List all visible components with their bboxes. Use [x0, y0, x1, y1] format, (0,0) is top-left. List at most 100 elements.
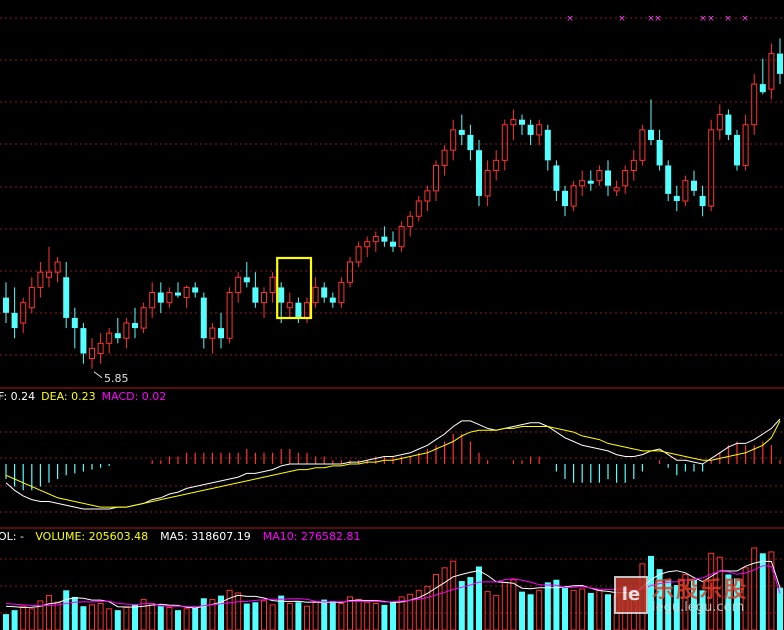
- volume-bar: [106, 608, 113, 630]
- candle-body: [415, 200, 422, 217]
- candle-body: [278, 287, 285, 303]
- candle: [157, 282, 164, 313]
- volume-bar: [734, 578, 740, 630]
- volume-bar: [699, 590, 706, 630]
- candle: [493, 150, 500, 181]
- volume-bar: [458, 581, 465, 630]
- volume-bar: [347, 596, 353, 630]
- volume-bar: [372, 603, 379, 630]
- volume-bar: [252, 602, 259, 630]
- candle-body: [519, 119, 525, 125]
- volume-bar: [476, 566, 482, 630]
- candle-body: [768, 53, 775, 90]
- volume-bar: [570, 589, 577, 630]
- candle: [304, 297, 310, 323]
- candle-body: [579, 180, 586, 187]
- candle-body: [338, 281, 345, 304]
- candle-body: [777, 53, 783, 74]
- volume-bar: [37, 600, 44, 630]
- candle: [639, 124, 646, 166]
- volume-bar: [656, 569, 663, 630]
- volume-bar: [261, 600, 267, 630]
- candle-body: [673, 195, 680, 201]
- signal-marker: ×: [647, 14, 655, 24]
- candle-body: [630, 159, 637, 171]
- dea-line: [5, 420, 781, 508]
- watermark-badge: le: [614, 576, 648, 614]
- candle: [570, 180, 577, 212]
- candle: [364, 236, 371, 257]
- candle: [476, 140, 482, 207]
- volume-bar: [562, 586, 568, 630]
- candle: [519, 114, 525, 135]
- watermark-url: legu.legu.com: [652, 600, 745, 615]
- signal-marker: ×: [654, 14, 662, 24]
- volume-bar: [11, 610, 18, 630]
- volume-bar: [200, 598, 207, 630]
- candle-body: [54, 261, 61, 273]
- macd-legend-item: F: 0.24: [0, 390, 35, 403]
- candle: [226, 287, 233, 344]
- candle-body: [527, 124, 534, 135]
- candle-body: [329, 297, 336, 303]
- signal-marker: ×: [618, 14, 626, 24]
- volume-bar: [54, 601, 61, 630]
- candle-body: [398, 225, 405, 248]
- candle: [381, 226, 388, 247]
- candle-body: [46, 271, 52, 278]
- candle-body: [596, 170, 603, 182]
- candle: [20, 297, 27, 334]
- volume-bar: [80, 606, 87, 630]
- candle-body: [450, 129, 457, 151]
- candle: [71, 307, 78, 349]
- volume-bar: [527, 594, 534, 630]
- volume-bar: [587, 592, 594, 630]
- candle-body: [63, 277, 70, 318]
- candle: [286, 292, 293, 318]
- volume-bar: [519, 591, 525, 630]
- signal-marker: ×: [707, 14, 715, 24]
- candle: [562, 185, 568, 217]
- volume-bar: [716, 556, 723, 630]
- candle-body: [261, 292, 267, 304]
- volume-bar: [708, 552, 715, 630]
- candle-body: [89, 347, 95, 360]
- volume-bar: [114, 610, 121, 630]
- candle: [295, 297, 302, 323]
- volume-bar: [269, 604, 276, 630]
- candle: [209, 323, 216, 354]
- top-left-fragment: [0, 0, 8, 12]
- candle-body: [157, 292, 164, 303]
- volume-bar: [175, 610, 181, 630]
- low-annotation: 5.85: [104, 372, 129, 385]
- candle-body: [71, 317, 78, 329]
- candle-body: [226, 292, 233, 339]
- candle-body: [613, 187, 620, 192]
- candle: [329, 292, 336, 308]
- volume-bar: [415, 589, 422, 630]
- volume-bar: [544, 582, 551, 630]
- candle: [613, 180, 620, 196]
- candle-body: [286, 302, 293, 309]
- candle: [622, 165, 629, 194]
- volume-bar: [304, 605, 310, 630]
- volume-bar: [467, 577, 474, 630]
- volume-bar: [441, 567, 448, 630]
- candle: [725, 109, 732, 140]
- candle-body: [192, 287, 199, 293]
- candle: [759, 58, 766, 95]
- candle-body: [665, 165, 672, 194]
- volume-bar: [97, 603, 104, 630]
- volume-legend-item: MA10: 276582.81: [263, 530, 361, 543]
- candle-body: [20, 302, 27, 324]
- volume-bar: [286, 603, 293, 630]
- volume-bar: [596, 589, 603, 630]
- candle: [682, 175, 689, 207]
- candle-body: [424, 190, 431, 202]
- volume-legend-item: OL: -: [0, 530, 24, 543]
- volume-bar: [364, 601, 371, 630]
- candle-body: [252, 287, 259, 303]
- candle: [37, 262, 44, 298]
- candle: [768, 43, 775, 100]
- candle: [97, 333, 104, 364]
